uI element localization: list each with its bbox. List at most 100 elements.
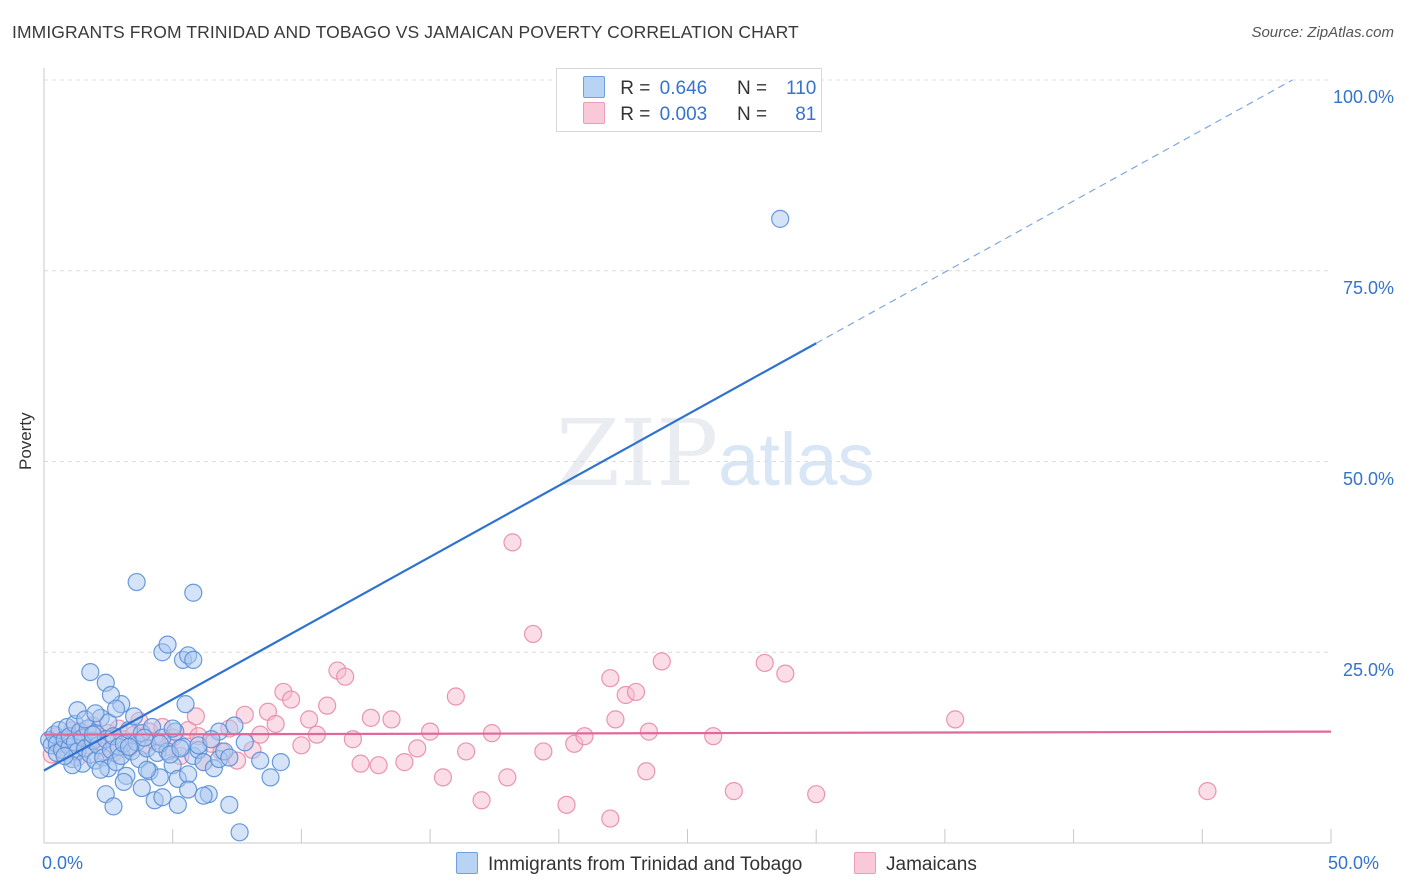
point-jamaican [776,664,795,683]
x-tick-0: 0.0% [42,853,84,873]
point-jamaican [446,687,465,706]
point-jamaican [433,768,453,787]
point-jamaican [282,690,301,709]
point-jamaican [421,722,440,741]
point-jamaican [575,727,594,746]
point-trinidad [119,737,139,756]
point-jamaican [626,682,646,702]
legend-row-blue: R = 0.646 N = 110 [583,76,816,100]
legend-n-value: 110 [786,78,817,99]
pink-swatch [854,852,876,874]
point-jamaican [652,652,671,671]
legend-label-jamaicans: Jamaicans [886,854,977,875]
point-jamaican [292,736,311,755]
point-trinidad [261,768,280,787]
series-legend: Immigrants from Trinidad and Tobago Jama… [0,852,1406,878]
watermark-atlas: atlas [718,418,875,501]
point-trinidad [127,572,146,592]
correlation-legend: R = 0.646 N = 110 R = 0.003 N = 81 [556,68,822,132]
point-jamaican [534,742,553,761]
watermark: ZIPatlas [556,400,874,507]
legend-r-value: 0.003 [659,104,708,125]
point-trinidad [86,704,105,723]
x-tick-50: 50.0% [1328,853,1380,873]
point-trinidad [184,650,203,669]
point-jamaican [946,710,965,729]
point-trinidad [163,719,182,738]
point-trinidad [271,753,290,772]
point-trinidad [132,778,151,798]
point-jamaican [336,667,355,686]
point-trinidad [230,823,249,842]
point-trinidad [91,760,110,779]
y-tick-50: 50.0% [1342,469,1394,489]
point-trinidad [176,695,195,714]
chart-title: IMMIGRANTS FROM TRINIDAD AND TOBAGO VS J… [12,22,799,42]
point-jamaican [186,707,205,726]
point-jamaican [704,727,723,746]
point-jamaican [318,696,337,715]
legend-r-key: R = [620,78,651,99]
point-trinidad [106,699,126,718]
point-trinidad [194,786,213,805]
point-trinidad [135,728,154,747]
point-jamaican [382,710,401,729]
point-trinidad [184,583,203,602]
legend-item-trinidad: Immigrants from Trinidad and Tobago [456,852,802,876]
y-tick-100: 100.0% [1332,87,1394,107]
blue-swatch [456,852,478,874]
point-jamaican [503,533,522,552]
point-jamaican [498,768,517,787]
point-trinidad [158,635,177,654]
point-jamaican [266,714,285,734]
point-jamaican [755,653,774,673]
point-trinidad [179,780,198,799]
legend-n-value: 81 [795,104,817,125]
point-trinidad [171,739,190,758]
point-trinidad [104,797,123,816]
point-jamaican [601,669,620,688]
blue-swatch [583,76,605,98]
point-trinidad [225,716,244,735]
legend-r-key: R = [620,104,651,125]
point-jamaican [724,782,743,801]
point-jamaican [361,708,380,727]
point-jamaican [601,809,620,828]
point-trinidad [235,733,254,752]
point-jamaican [639,722,658,741]
trend-line-trinidad [43,342,817,772]
point-trinidad [771,209,790,228]
trend-line-trinidad-extension [815,79,1293,344]
point-trinidad [137,760,157,779]
legend-n-key: N = [736,104,768,125]
point-jamaican [351,754,370,773]
point-trinidad [114,772,133,792]
point-jamaican [457,742,476,761]
point-jamaican [557,795,576,814]
point-jamaican [523,624,543,644]
y-tick-25: 25.0% [1342,660,1394,680]
point-jamaican [300,710,319,729]
trend-line-jamaicans [43,730,1332,736]
point-jamaican [408,739,427,758]
legend-r-value: 0.646 [659,78,708,99]
watermark-zip: ZIP [556,400,719,507]
y-tick-75: 75.0% [1342,278,1394,298]
point-trinidad [220,748,239,767]
point-trinidad [81,662,100,682]
pink-swatch [583,102,605,124]
point-trinidad [168,795,187,814]
point-jamaican [606,710,625,729]
legend-n-key: N = [736,78,768,99]
point-trinidad [251,751,270,770]
point-jamaican [807,785,826,804]
point-jamaican [637,762,656,781]
point-trinidad [153,788,172,807]
legend-row-pink: R = 0.003 N = 81 [583,102,816,126]
point-jamaican [369,756,388,775]
point-jamaican [395,753,414,772]
point-jamaican [472,791,491,810]
source-credit: Source: ZipAtlas.com [1251,24,1394,41]
point-trinidad [179,765,198,784]
